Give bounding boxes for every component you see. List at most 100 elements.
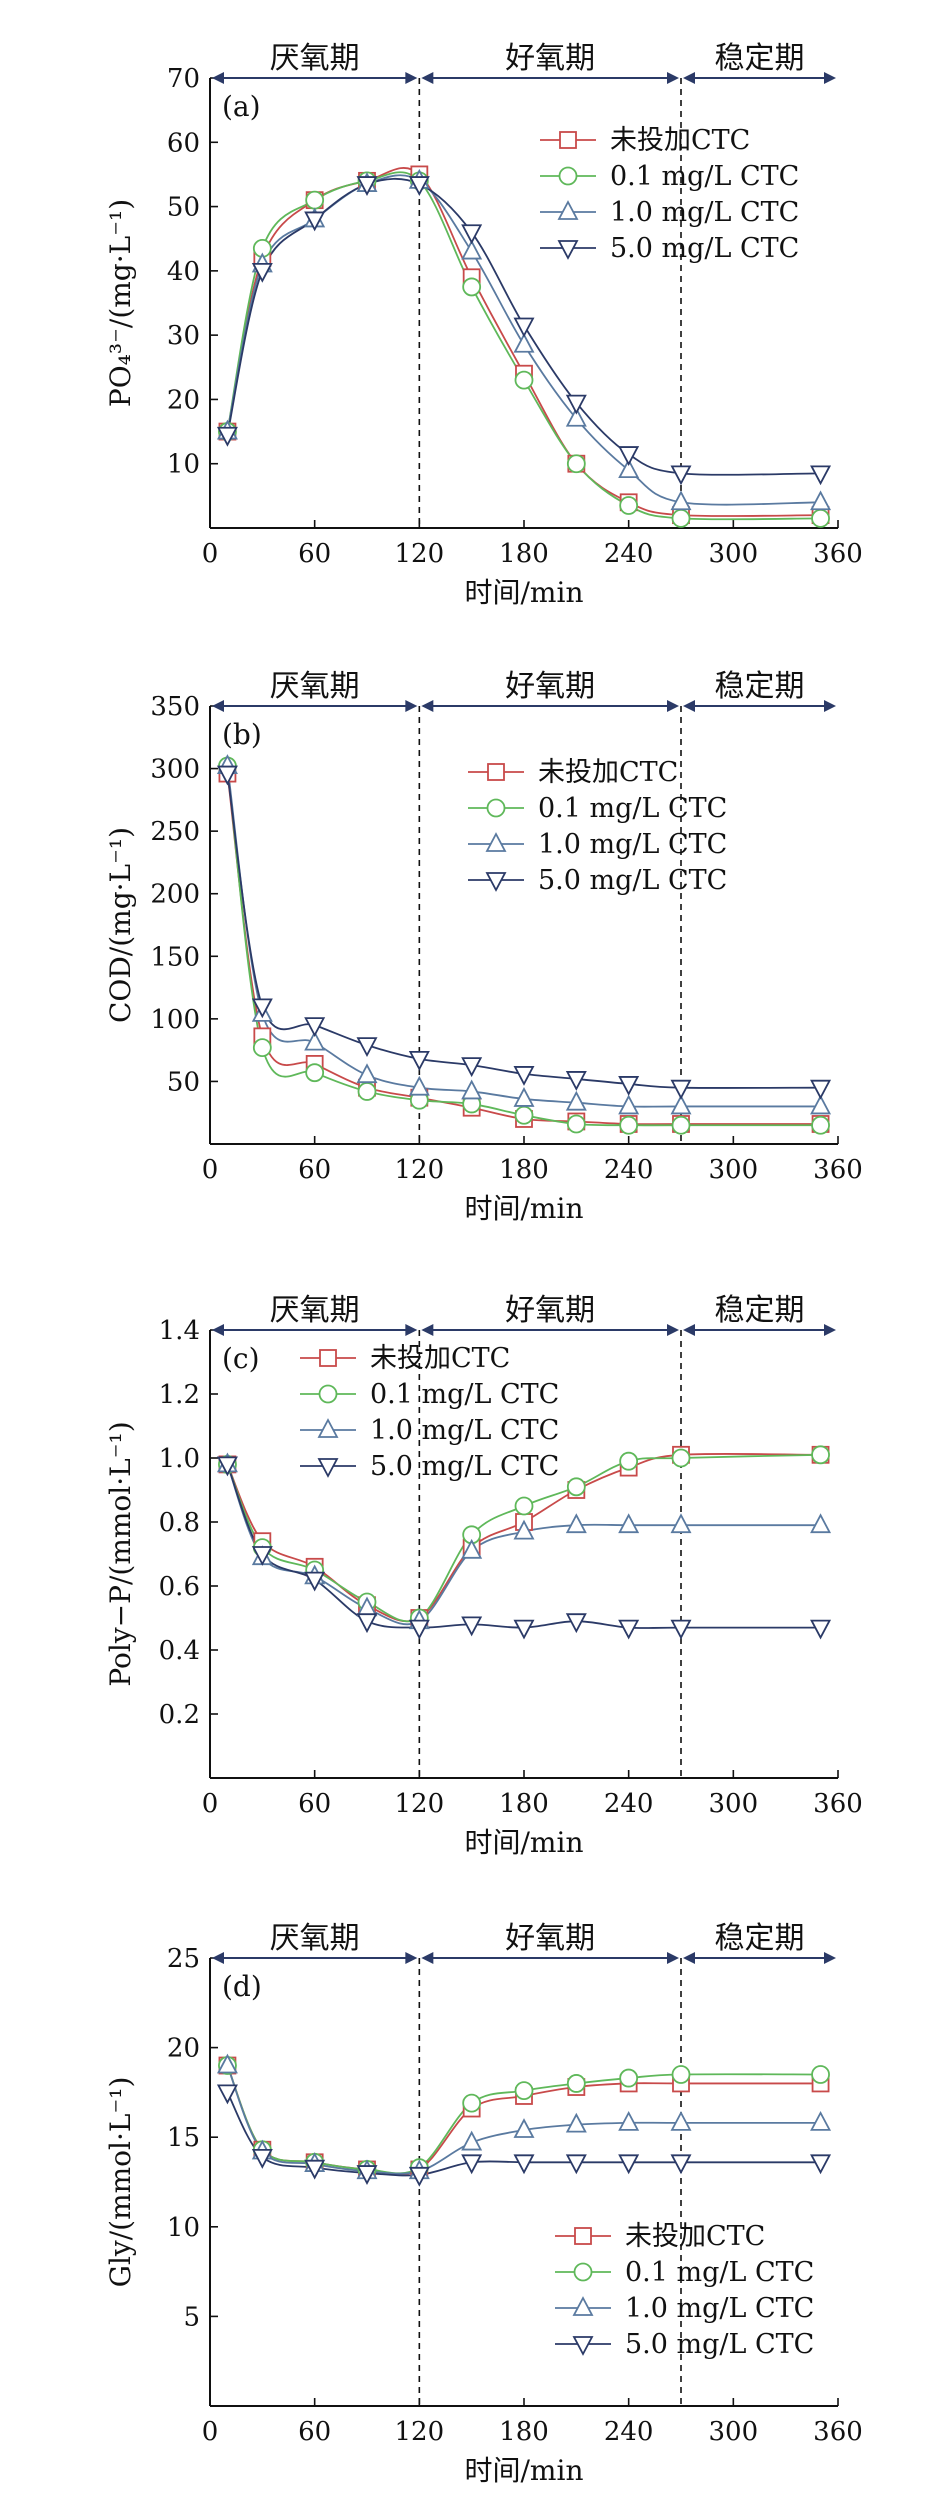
legend-marker bbox=[485, 832, 507, 852]
y-tick-label: 20 bbox=[167, 2034, 200, 2064]
panel-label: (a) bbox=[222, 90, 261, 123]
y-tick-label: 0.2 bbox=[159, 1700, 200, 1730]
data-point bbox=[566, 454, 586, 474]
legend-label: 0.1 mg/L CTC bbox=[610, 161, 799, 192]
legend-label: 5.0 mg/L CTC bbox=[538, 865, 727, 896]
data-point bbox=[619, 1451, 639, 1471]
data-point bbox=[810, 2110, 832, 2131]
data-point bbox=[670, 1513, 692, 1534]
phase-arrowhead bbox=[212, 72, 224, 84]
y-tick-label: 20 bbox=[167, 385, 200, 415]
legend-marker bbox=[573, 2262, 593, 2282]
data-point bbox=[810, 1079, 832, 1100]
data-point bbox=[566, 2074, 586, 2093]
phase-label-2: 好氧期 bbox=[505, 669, 595, 704]
y-tick-label: 0.4 bbox=[159, 1636, 200, 1666]
data-point bbox=[810, 1094, 832, 1115]
phase-arrowhead bbox=[421, 700, 434, 712]
data-point bbox=[216, 2053, 238, 2074]
data-point bbox=[356, 1613, 378, 1634]
data-point bbox=[514, 1496, 534, 1516]
data-point bbox=[618, 2154, 640, 2175]
y-tick-label: 60 bbox=[167, 128, 200, 158]
data-point bbox=[565, 394, 587, 415]
phase-arrowhead bbox=[824, 700, 836, 712]
data-point bbox=[513, 1519, 535, 1540]
phase-arrowhead bbox=[683, 700, 695, 712]
data-point bbox=[216, 1456, 238, 1477]
data-point bbox=[810, 1619, 832, 1640]
legend-label: 5.0 mg/L CTC bbox=[370, 1451, 559, 1482]
data-point bbox=[565, 1513, 587, 1534]
phase-arrowhead bbox=[405, 1324, 418, 1336]
y-tick-label: 50 bbox=[167, 193, 200, 223]
phase-label-1: 厌氧期 bbox=[270, 41, 360, 76]
data-point bbox=[670, 1619, 692, 1640]
data-point bbox=[565, 1090, 587, 1111]
legend-marker bbox=[317, 1418, 339, 1438]
legend-label: 5.0 mg/L CTC bbox=[625, 2329, 814, 2360]
y-tick-label: 30 bbox=[167, 321, 200, 351]
data-point bbox=[619, 1115, 639, 1135]
x-tick-label: 360 bbox=[813, 1789, 863, 1819]
x-tick-label: 240 bbox=[604, 1155, 654, 1185]
phase-label-2: 好氧期 bbox=[505, 41, 595, 76]
data-point bbox=[618, 458, 640, 479]
data-point bbox=[670, 465, 692, 486]
legend-label: 未投加CTC bbox=[610, 125, 750, 156]
data-point bbox=[811, 1445, 830, 1465]
legend-marker bbox=[572, 2296, 594, 2316]
x-tick-label: 240 bbox=[604, 2417, 654, 2447]
legend-marker bbox=[557, 200, 579, 220]
data-point bbox=[216, 426, 238, 447]
y-tick-label: 1.2 bbox=[159, 1380, 200, 1410]
y-tick-label: 40 bbox=[167, 257, 200, 287]
data-point bbox=[671, 1448, 691, 1468]
y-tick-label: 15 bbox=[167, 2123, 200, 2153]
series-line-3 bbox=[226, 1464, 821, 1626]
legend-label: 未投加CTC bbox=[538, 757, 678, 788]
x-tick-label: 180 bbox=[499, 1789, 549, 1819]
data-point bbox=[513, 332, 535, 353]
data-point bbox=[408, 1075, 430, 1096]
data-point bbox=[670, 2110, 692, 2131]
phase-arrowhead bbox=[824, 1952, 836, 1964]
phase-arrowhead bbox=[405, 700, 418, 712]
x-tick-label: 0 bbox=[202, 539, 219, 569]
data-point bbox=[357, 1082, 377, 1101]
data-point bbox=[216, 2084, 238, 2105]
data-point bbox=[566, 1114, 586, 1134]
data-point bbox=[408, 1619, 430, 1640]
legend-label: 1.0 mg/L CTC bbox=[538, 829, 727, 860]
x-tick-label: 180 bbox=[499, 1155, 549, 1185]
data-point bbox=[462, 277, 482, 297]
data-point bbox=[811, 1115, 830, 1135]
phase-arrowhead bbox=[667, 72, 679, 84]
data-point bbox=[514, 2081, 534, 2101]
x-axis-label: 时间/min bbox=[465, 2454, 584, 2487]
data-point bbox=[811, 508, 830, 528]
phase-label-2: 好氧期 bbox=[505, 1921, 595, 1956]
legend-label: 1.0 mg/L CTC bbox=[610, 197, 799, 228]
legend-label: 未投加CTC bbox=[625, 2221, 765, 2252]
legend-marker bbox=[574, 2227, 592, 2245]
legend-label: 0.1 mg/L CTC bbox=[625, 2257, 814, 2288]
data-point bbox=[810, 465, 832, 486]
data-point bbox=[251, 998, 273, 1019]
phase-arrowhead bbox=[824, 1324, 836, 1336]
phase-label-3: 稳定期 bbox=[715, 1921, 805, 1956]
data-point bbox=[251, 262, 273, 283]
legend-marker bbox=[559, 131, 577, 149]
data-point bbox=[670, 1094, 692, 1115]
phase-arrowhead bbox=[683, 72, 695, 84]
x-tick-label: 0 bbox=[202, 2417, 219, 2447]
legend-marker bbox=[558, 166, 578, 186]
legend-label: 1.0 mg/L CTC bbox=[370, 1415, 559, 1446]
data-point bbox=[356, 1063, 378, 1084]
y-tick-label: 25 bbox=[167, 1944, 200, 1974]
phase-arrowhead bbox=[421, 72, 434, 84]
data-point bbox=[618, 446, 640, 466]
phase-arrowhead bbox=[667, 700, 679, 712]
data-point bbox=[671, 508, 691, 528]
